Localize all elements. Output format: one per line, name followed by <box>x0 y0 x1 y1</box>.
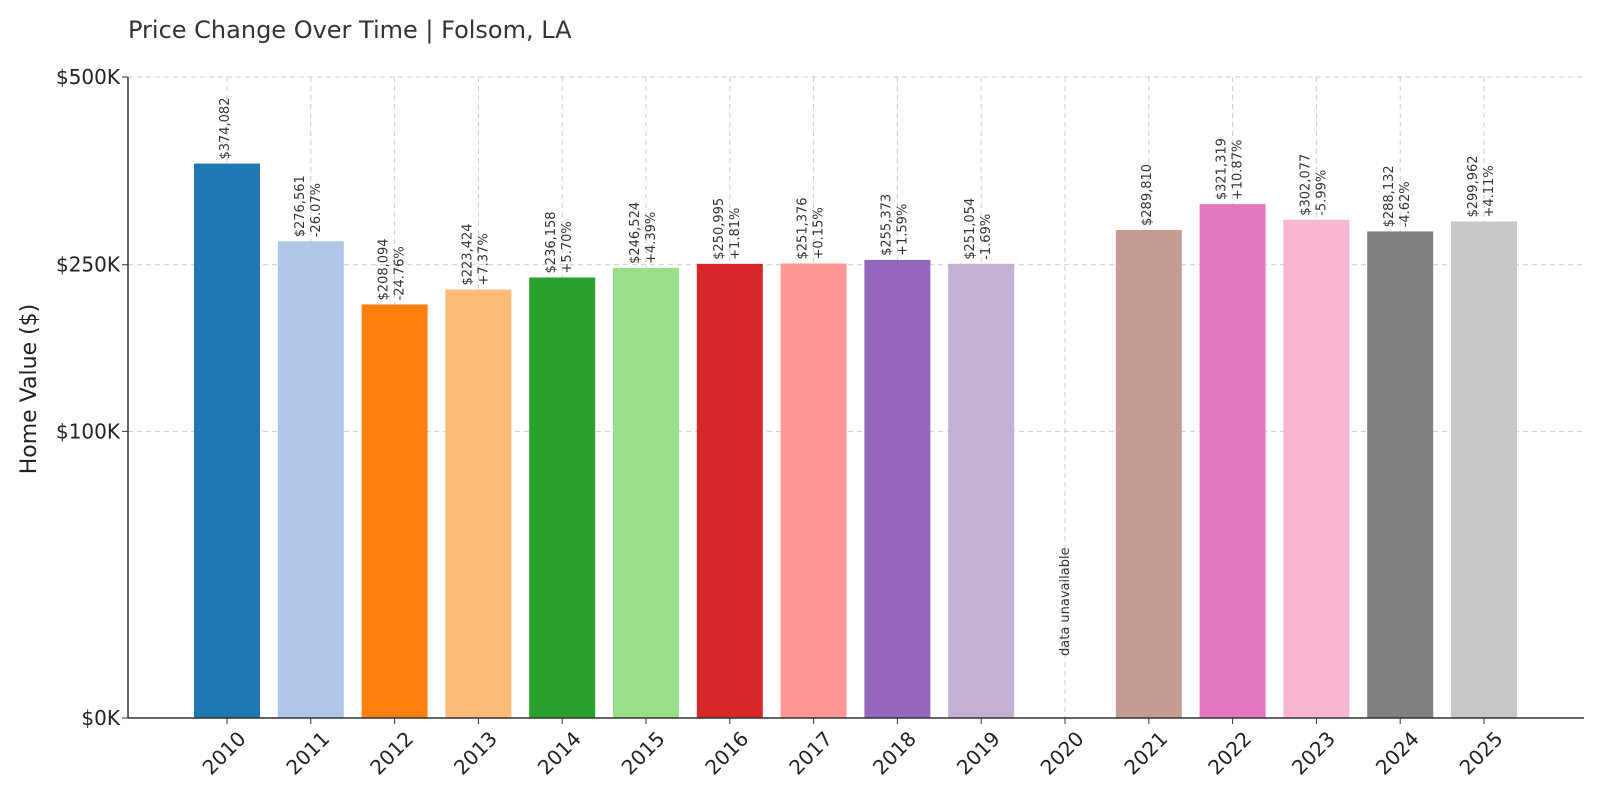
value-label-2012: $208,094 <box>377 238 392 300</box>
bar-2010 <box>194 163 260 718</box>
value-label-2019: $251,054 <box>963 198 978 260</box>
change-label-2025: +4.11% <box>1482 165 1497 217</box>
bar-2019 <box>948 263 1015 718</box>
value-label-2021: $289,810 <box>1140 164 1155 226</box>
data-label-layer: $374,082 $276,561 -26.07% $208,094 -24.76% $2… <box>218 98 1497 656</box>
x-tick-label-2014: 2014 <box>533 727 586 780</box>
bar-2014 <box>529 277 596 718</box>
x-tick-label-2022: 2022 <box>1203 727 1256 780</box>
bar-2022 <box>1199 204 1266 719</box>
x-tick-label-2010: 2010 <box>198 727 251 780</box>
x-tick-label-2017: 2017 <box>784 727 837 780</box>
y-tick-label: $250K <box>56 253 121 277</box>
bar-2016 <box>696 263 763 718</box>
x-tick-label-2013: 2013 <box>449 727 502 780</box>
value-label-2022: $321,319 <box>1215 138 1230 200</box>
change-label-2012: -24.76% <box>393 246 408 300</box>
x-tick-label-2018: 2018 <box>868 727 921 780</box>
x-tick-label-2011: 2011 <box>281 727 334 780</box>
bar-2021 <box>1115 229 1182 718</box>
change-label-2015: +4.39% <box>644 212 659 264</box>
bar-2017 <box>780 263 847 718</box>
bar-2024 <box>1367 231 1434 718</box>
value-label-2016: $250,995 <box>712 198 727 260</box>
bar-2012 <box>361 304 428 718</box>
y-tick-label: $500K <box>56 65 121 89</box>
value-label-2010: $374,082 <box>218 98 233 160</box>
value-label-2025: $299,962 <box>1466 155 1481 217</box>
bar-2025 <box>1451 221 1517 718</box>
y-axis-title: Home Value ($) <box>17 304 42 475</box>
change-label-2017: +0.15% <box>812 207 827 259</box>
change-label-2018: +1.59% <box>895 204 910 256</box>
change-label-2023: -5.99% <box>1314 170 1329 216</box>
change-label-2016: +1.81% <box>728 208 743 260</box>
value-label-2018: $255,373 <box>879 194 894 256</box>
x-tick-label-2025: 2025 <box>1455 727 1508 780</box>
chart-title: Price Change Over Time | Folsom, LA <box>128 16 572 44</box>
x-tick-label-2016: 2016 <box>700 727 753 780</box>
change-label-2013: +7.37% <box>476 233 491 285</box>
value-label-2024: $288,132 <box>1382 165 1397 227</box>
bar-2015 <box>613 267 679 718</box>
x-tick-label-2021: 2021 <box>1119 727 1172 780</box>
value-label-2023: $302,077 <box>1298 154 1313 216</box>
value-label-2013: $223,424 <box>460 223 475 285</box>
bar-2013 <box>445 289 512 718</box>
x-tick-label-2020: 2020 <box>1036 727 1089 780</box>
value-label-2014: $236,158 <box>544 211 559 273</box>
bar-2018 <box>864 259 931 718</box>
x-tick-label-2015: 2015 <box>617 727 670 780</box>
bar-2023 <box>1283 219 1350 718</box>
missing-data-label: data unavailable <box>1058 547 1073 656</box>
bar-2011 <box>277 241 344 718</box>
x-tick-label-2024: 2024 <box>1371 727 1424 780</box>
change-label-2022: +10.87% <box>1231 140 1246 200</box>
value-label-2015: $246,524 <box>628 202 643 264</box>
change-label-2019: -1.69% <box>979 214 994 260</box>
value-label-2017: $251,376 <box>796 197 811 259</box>
change-label-2024: -4.62% <box>1398 181 1413 227</box>
change-label-2014: +5.70% <box>560 221 575 273</box>
x-tick-label-2019: 2019 <box>952 727 1005 780</box>
value-label-2011: $276,561 <box>293 175 308 237</box>
x-tick-label-2023: 2023 <box>1287 727 1340 780</box>
y-tick-label: $0K <box>81 706 120 730</box>
change-label-2011: -26.07% <box>309 183 324 237</box>
x-tick-label-2012: 2012 <box>365 727 418 780</box>
y-tick-label: $100K <box>56 419 121 443</box>
bar-layer <box>194 163 1517 719</box>
grid-layer <box>128 76 1584 718</box>
